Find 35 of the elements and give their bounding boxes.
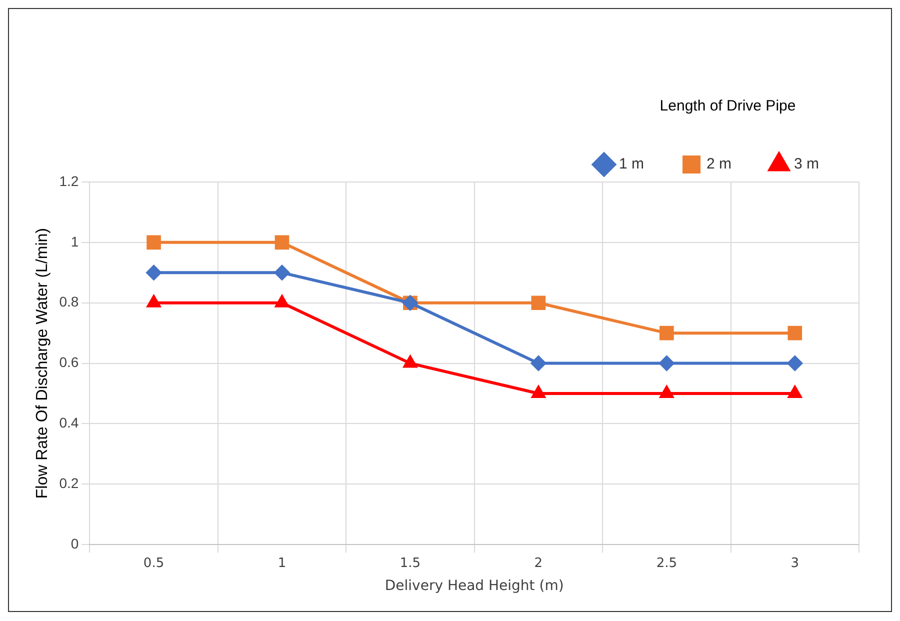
point <box>660 386 674 398</box>
y-tick-label: 1 <box>70 233 79 250</box>
point <box>788 326 802 340</box>
point <box>531 296 546 310</box>
legend-label: 1 m <box>618 156 644 173</box>
point <box>147 295 160 308</box>
point <box>146 235 161 250</box>
y-tick-label: 0.8 <box>59 294 79 310</box>
point <box>274 235 290 250</box>
point <box>532 386 546 398</box>
y-tick-label: 0.2 <box>59 475 79 492</box>
y-tick-label: 1.2 <box>59 172 79 189</box>
point <box>146 265 162 280</box>
x-tick-label: 1 <box>278 556 286 571</box>
point <box>787 356 802 371</box>
y-tick-label: 0 <box>70 535 79 552</box>
point <box>660 326 674 340</box>
x-tick-label: 3 <box>790 556 800 571</box>
point <box>530 356 546 371</box>
point <box>659 356 674 371</box>
y-tick-label: 0.4 <box>59 414 79 431</box>
legend-title: Length of Drive Pipe <box>660 98 796 115</box>
y-axis-title: Flow Rate Of Discharge Water (L/min) <box>34 228 52 499</box>
x-tick-label: 0.5 <box>143 556 164 571</box>
y-tick-label: 0.6 <box>59 354 79 370</box>
legend-label: 2 m <box>706 156 732 173</box>
x-axis-title: Delivery Head Height (m) <box>384 578 564 594</box>
legend-label: 3 m <box>794 156 820 173</box>
point <box>788 386 802 398</box>
x-tick-label: 2 <box>534 556 543 571</box>
x-tick-label: 2.5 <box>656 556 678 571</box>
point <box>274 265 290 280</box>
point <box>404 356 417 368</box>
point <box>275 295 289 308</box>
x-tick-label: 1.5 <box>400 556 421 571</box>
